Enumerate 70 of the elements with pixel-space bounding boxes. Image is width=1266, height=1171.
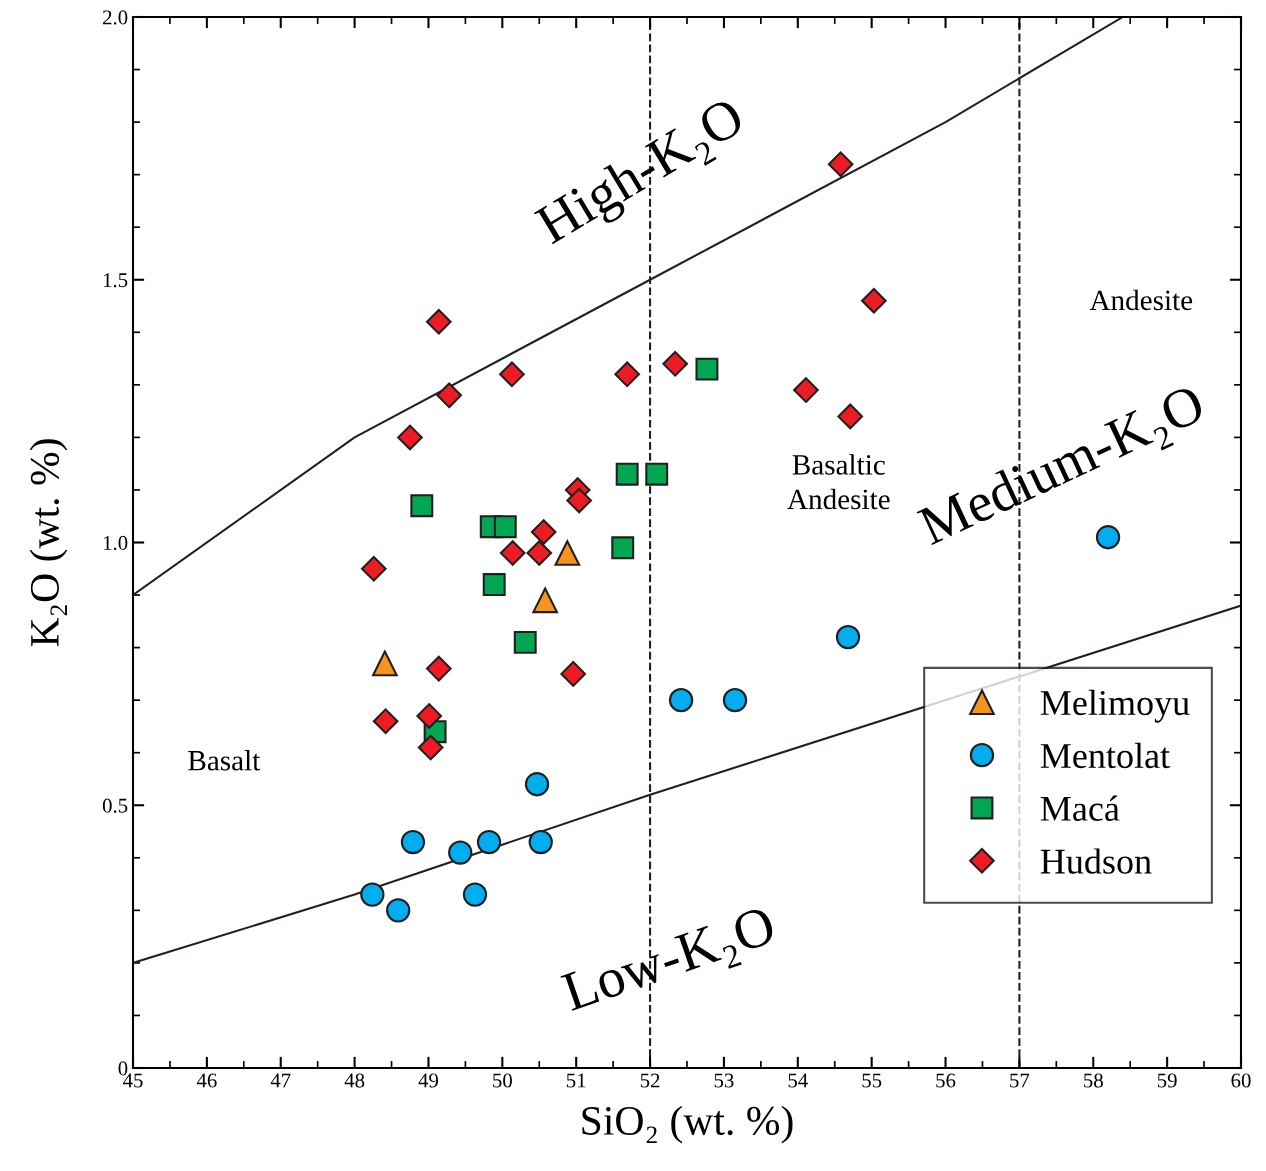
point — [386, 898, 411, 923]
point — [793, 377, 819, 403]
point — [436, 382, 462, 409]
x-tick-label: 48 — [344, 1073, 365, 1088]
x-tick-label: 58 — [1084, 1073, 1103, 1088]
x-tick-label: 52 — [640, 1073, 660, 1088]
point — [645, 462, 669, 486]
point — [417, 734, 444, 761]
point — [722, 688, 748, 713]
x-axis-title: SiO₂ (wt. %) — [582, 1105, 793, 1144]
point — [566, 487, 592, 514]
y-tick-label: 2.0 — [103, 10, 128, 25]
annotation: Basalt — [188, 749, 261, 771]
point — [493, 515, 517, 539]
y-tick-label: 1.0 — [103, 535, 128, 551]
point — [615, 462, 639, 486]
point — [416, 703, 443, 729]
x-tick-label: 57 — [1010, 1073, 1030, 1088]
x-tick-label: 49 — [418, 1073, 439, 1088]
x-tick-label: 50 — [493, 1073, 512, 1088]
point — [837, 403, 864, 430]
y-tick-label: 0.5 — [102, 798, 128, 813]
point — [526, 540, 553, 566]
point — [530, 519, 557, 545]
point — [476, 829, 502, 855]
point — [560, 661, 587, 687]
point — [397, 424, 423, 451]
point — [360, 882, 385, 907]
point — [462, 882, 488, 907]
point — [524, 772, 550, 797]
point — [861, 287, 887, 314]
point — [554, 540, 581, 566]
point — [528, 829, 553, 855]
x-tick-label: 60 — [1231, 1073, 1251, 1088]
point — [448, 840, 473, 865]
point — [360, 555, 387, 582]
x-tick-label: 53 — [714, 1073, 734, 1088]
y-axis-title: K₂O (wt. %) — [29, 439, 68, 647]
point — [668, 688, 694, 713]
point — [513, 630, 537, 654]
x-tick-label: 56 — [936, 1073, 956, 1088]
x-tick-label: 59 — [1157, 1073, 1177, 1088]
point — [410, 494, 434, 518]
point — [425, 308, 452, 335]
point — [482, 573, 506, 596]
point — [499, 361, 525, 388]
y-tick-label: 1.5 — [103, 273, 128, 288]
point — [827, 151, 854, 177]
point — [662, 351, 689, 377]
point — [499, 540, 526, 566]
annotation: Andesite — [1089, 289, 1193, 311]
point — [425, 655, 452, 682]
annotation: Basaltic Andesite — [787, 454, 890, 510]
point — [372, 708, 399, 734]
point — [695, 357, 719, 381]
legend-label: Mentolat — [1040, 742, 1170, 769]
x-tick-label: 55 — [862, 1073, 882, 1088]
point — [532, 587, 559, 614]
point — [835, 624, 861, 650]
x-tick-label: 51 — [566, 1073, 586, 1088]
point — [400, 829, 426, 855]
point — [372, 650, 398, 677]
x-tick-label: 54 — [788, 1073, 808, 1088]
legend-label: Hudson — [1040, 848, 1152, 874]
point — [614, 361, 640, 388]
legend-label: Macá — [1040, 795, 1120, 821]
legend-label: Melimoyu — [1040, 689, 1190, 723]
x-tick-label: 46 — [196, 1073, 217, 1088]
point — [611, 536, 635, 560]
x-tick-label: 47 — [270, 1073, 291, 1088]
